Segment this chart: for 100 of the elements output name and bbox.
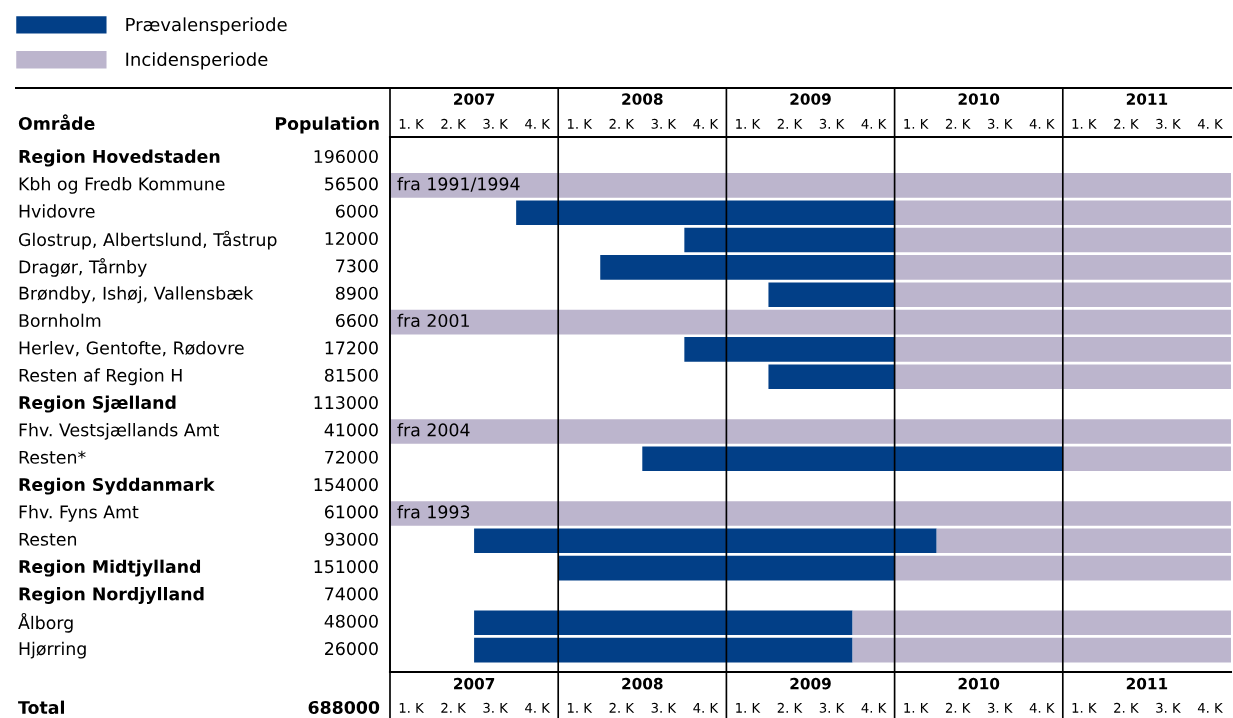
bar [1062, 446, 1231, 472]
bar [894, 337, 1231, 362]
x2-tick-label: 2009 [790, 93, 831, 105]
text: 4. K [693, 703, 719, 713]
bar [894, 200, 1231, 226]
x-tick-label: 2010 [958, 677, 1000, 690]
y-tick-label: Brøndby, Ishøj, Vallensbæk [19, 286, 254, 304]
bar [474, 637, 853, 663]
text: 6000 [336, 204, 378, 218]
text: 12000 [325, 231, 378, 246]
annotation: fra 1991/1994 [397, 176, 520, 192]
text: 1. K [1072, 119, 1097, 129]
bar [894, 227, 1231, 253]
text: 1. K [567, 119, 593, 129]
text: Population [275, 116, 379, 134]
y-tick-label: Glostrup, Albertslund, Tåstrup [18, 230, 277, 250]
text: 3. K [988, 118, 1013, 129]
y-tick-label: Resten [19, 532, 77, 546]
text: 1. K [904, 119, 929, 129]
text: 3. K [1156, 118, 1181, 129]
text: 151000 [314, 560, 378, 574]
x2-tick-label: 2007 [454, 93, 495, 105]
text: 3. K [483, 118, 509, 129]
text: 3. K [988, 702, 1013, 713]
bar [894, 255, 1231, 280]
bar [768, 282, 895, 308]
text: 3. K [1156, 702, 1181, 713]
text: 2. K [441, 118, 467, 129]
y-tick-label: Herlev, Gentofte, Rødovre [19, 341, 244, 357]
y-tick-label: Resten af Region H [19, 368, 182, 386]
bar [684, 227, 895, 253]
bar [390, 419, 1231, 444]
text: 154000 [314, 478, 378, 492]
text: 2. K [945, 118, 971, 129]
x-tick-label: 2008 [622, 677, 663, 690]
text: 4. K [525, 703, 551, 713]
y-tick-label: Region Hovedstaden [19, 149, 220, 167]
text: 1. K [399, 703, 425, 713]
text: 61000 [324, 505, 378, 519]
y-axis-title: Område [18, 114, 95, 131]
bar [768, 364, 895, 390]
bar [642, 446, 1063, 472]
y-tick-label: Fhv. Fyns Amt [19, 505, 139, 522]
text: 4. K [1197, 119, 1223, 129]
bar [894, 364, 1231, 390]
text: 2. K [777, 118, 803, 129]
y-tick-label: Region Midtjylland [19, 559, 201, 577]
bar [516, 200, 895, 226]
text: 2. K [609, 702, 635, 713]
y-tick-label: Fhv. Vestsjællands Amt [19, 423, 219, 440]
text: 6600 [336, 313, 378, 328]
bar [894, 282, 1231, 308]
text: 4. K [861, 119, 887, 129]
text: 3. K [651, 118, 677, 129]
text: 3. K [483, 702, 509, 713]
bar [390, 309, 1231, 335]
text: 56500 [325, 177, 378, 191]
text: 1. K [567, 703, 593, 713]
text: 7300 [336, 259, 378, 273]
bar [474, 610, 853, 636]
bar [600, 255, 895, 280]
y-tick-label: Resten* [19, 450, 86, 464]
text: 26000 [325, 642, 378, 656]
text: 4. K [861, 703, 887, 713]
text: 2. K [945, 702, 971, 713]
text: 4. K [1029, 703, 1055, 713]
x-tick-label: 2009 [790, 677, 831, 690]
y-tick-label: Region Sjælland [19, 395, 176, 413]
text: 72000 [325, 450, 378, 464]
text: 4. K [1197, 703, 1223, 713]
text: 688000 [308, 700, 380, 715]
text: 1. K [1072, 703, 1097, 713]
text: 48000 [324, 614, 378, 628]
text: 1. K [736, 703, 761, 713]
text: 3. K [819, 118, 845, 129]
bar [936, 528, 1231, 554]
bar [474, 528, 937, 554]
text: 196000 [314, 149, 378, 164]
y-tick-label: Hvidovre [19, 204, 95, 218]
text: 4. K [525, 119, 551, 129]
y-tick-label: Hjørring [19, 641, 86, 659]
legend-label: Prævalensperiode [126, 17, 287, 35]
y-tick-label: Ålborg [18, 612, 73, 633]
text: 8900 [335, 286, 378, 300]
text: 41000 [324, 423, 378, 437]
bar [852, 637, 1231, 663]
text: 2. K [609, 118, 635, 129]
text: 3. K [651, 702, 677, 713]
bar [852, 610, 1231, 636]
x-tick-label: 2011 [1126, 677, 1168, 690]
text: 2. K [777, 702, 803, 713]
bar [894, 555, 1231, 581]
text: 1. K [736, 119, 761, 129]
text: 4. K [693, 119, 719, 129]
text: 81500 [324, 368, 378, 382]
legend-label: Incidensperiode [126, 52, 268, 70]
annotation: fra 2001 [397, 313, 469, 328]
text: 17200 [325, 341, 378, 355]
text: 2. K [1114, 118, 1139, 129]
text: 1. K [904, 703, 929, 713]
